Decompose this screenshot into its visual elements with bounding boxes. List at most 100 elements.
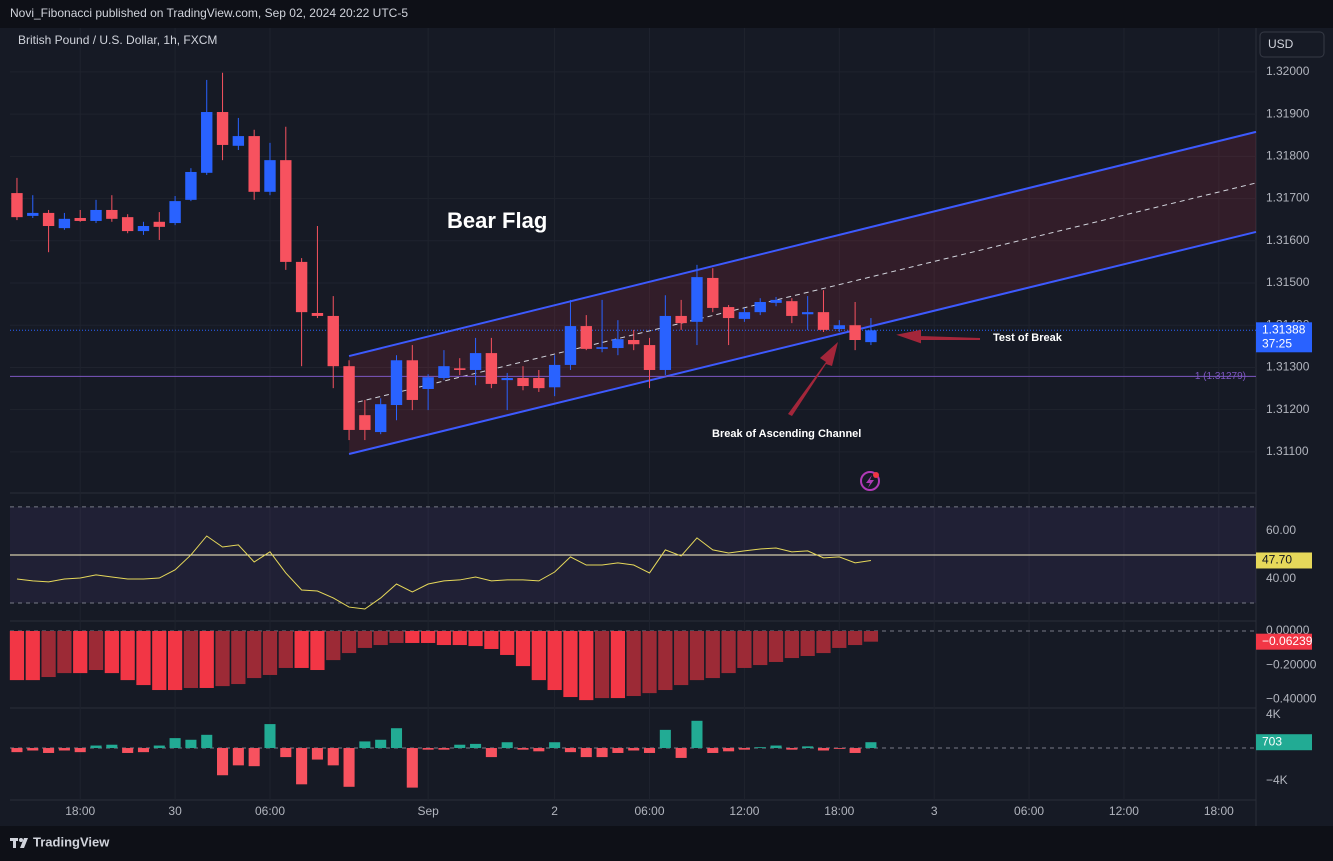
currency-button[interactable] — [1259, 31, 1325, 58]
y-tick-label: 1.31300 — [1266, 360, 1310, 374]
bar — [501, 742, 513, 749]
histogram-bar — [642, 631, 657, 694]
bar — [280, 748, 292, 758]
histogram-bar — [183, 631, 199, 688]
candle-body — [596, 347, 608, 349]
histogram-bar — [847, 631, 863, 646]
candle-body — [248, 136, 260, 192]
y-tick-label: 1.31500 — [1266, 275, 1310, 289]
candle-body — [501, 378, 513, 381]
bar — [58, 748, 70, 751]
candle-body — [232, 136, 245, 146]
bar — [770, 745, 782, 749]
candle-body — [533, 378, 545, 389]
candle-body — [517, 378, 529, 387]
bar — [691, 720, 703, 749]
candle-body — [707, 277, 719, 308]
publisher: Novi_Fibonacci published on TradingView.… — [10, 6, 408, 20]
bar — [517, 748, 529, 750]
histogram-bar — [832, 631, 847, 648]
y-tick-label: 1.31200 — [1266, 402, 1310, 416]
candle-body — [295, 261, 308, 313]
bar — [296, 748, 308, 785]
histogram-bar — [547, 631, 562, 691]
bar — [422, 748, 434, 750]
histogram-bar — [247, 631, 262, 679]
candle-body — [359, 415, 371, 430]
bar — [153, 745, 165, 749]
x-tick-label: 18:00 — [65, 804, 95, 818]
price-tag-label: −0.06239 — [1262, 634, 1313, 648]
candle-body — [169, 201, 181, 224]
candle-body — [406, 360, 419, 400]
bar — [596, 748, 608, 758]
bar — [723, 748, 735, 752]
bar — [43, 748, 55, 753]
channel-fill — [349, 131, 1256, 455]
candle-body — [738, 312, 751, 319]
histogram-bar — [136, 631, 151, 686]
x-tick-label: 12:00 — [729, 804, 759, 818]
y-tick-label: −0.40000 — [1266, 692, 1317, 706]
x-tick-label: 12:00 — [1109, 804, 1139, 818]
histogram-bar — [215, 631, 230, 687]
candle-body — [185, 171, 197, 200]
candle-body — [438, 366, 450, 379]
y-tick-label: −4K — [1266, 773, 1288, 787]
channel-line — [348, 130, 1257, 358]
bar — [375, 739, 387, 749]
candle-body — [327, 315, 339, 367]
bar — [185, 739, 197, 749]
histogram-bar — [674, 631, 689, 686]
histogram-bar — [705, 631, 720, 679]
candle-body — [454, 368, 466, 370]
bar — [754, 747, 766, 749]
histogram-bar — [421, 631, 436, 643]
footer-bar — [0, 826, 1333, 861]
candle-body — [390, 360, 403, 406]
histogram-bar — [88, 631, 104, 671]
bar — [106, 744, 118, 749]
histogram-bar — [278, 631, 293, 668]
bar — [659, 729, 671, 749]
candle-body — [106, 209, 118, 219]
candle-body — [659, 315, 672, 370]
bar — [485, 748, 497, 758]
histogram-bar — [784, 631, 799, 659]
currency[interactable]: USD — [1268, 37, 1294, 51]
y-tick-label: 60.00 — [1266, 523, 1296, 537]
candle-body — [691, 277, 703, 322]
brand-logo — [10, 838, 28, 848]
price-tag — [1256, 322, 1312, 353]
histogram-bar — [863, 631, 879, 642]
price-tag — [1256, 734, 1312, 751]
bar — [833, 748, 845, 749]
x-tick-label: Sep — [417, 804, 439, 818]
price-tag-label: 47.70 — [1262, 553, 1292, 567]
candle-body — [643, 345, 656, 370]
x-tick-label: 18:00 — [1204, 804, 1234, 818]
x-tick-label: 2 — [551, 804, 558, 818]
candle-body — [770, 299, 782, 303]
bar — [454, 744, 466, 749]
histogram-bar — [484, 631, 499, 649]
countdown: 37:25 — [1262, 336, 1292, 350]
bar — [248, 748, 260, 767]
bar — [169, 738, 181, 749]
histogram-bar — [167, 631, 183, 691]
horizontal-line-label: 1 (1.31279) — [1195, 371, 1246, 382]
bar — [90, 745, 102, 749]
candle-body — [469, 353, 482, 370]
annotation: Test of Break — [993, 332, 1063, 344]
y-tick-label: 1.31800 — [1266, 149, 1310, 163]
bar — [549, 742, 561, 749]
price-tag — [1256, 633, 1312, 650]
candle-body — [90, 209, 102, 221]
x-tick-label: 3 — [931, 804, 938, 818]
histogram-bar — [25, 631, 40, 681]
candle-body — [216, 112, 229, 145]
bar — [612, 748, 624, 753]
y-tick-label: 1.31600 — [1266, 233, 1310, 247]
channel-line — [348, 230, 1257, 455]
histogram-bar — [373, 631, 388, 646]
